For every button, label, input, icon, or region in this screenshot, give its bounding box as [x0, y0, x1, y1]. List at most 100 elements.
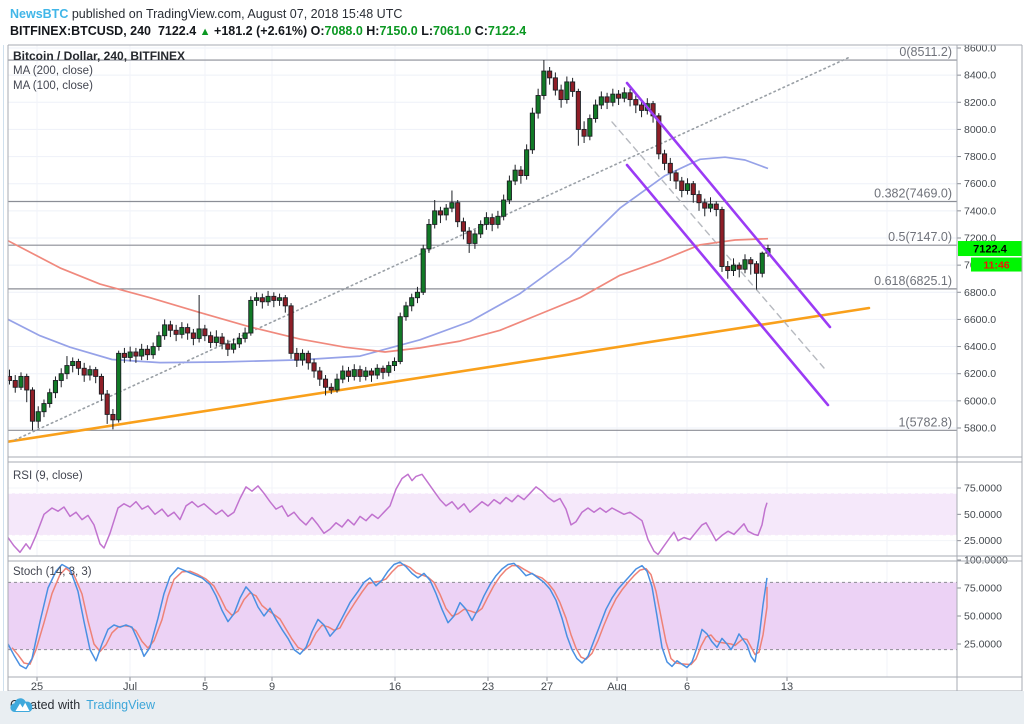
candle-down	[288, 305, 294, 354]
rsi-panel	[8, 462, 957, 556]
last-price-badge-text: 7122.4	[973, 244, 1008, 256]
stoch-band	[8, 582, 957, 650]
candle-up	[524, 149, 530, 177]
candle-up	[414, 291, 421, 299]
candle-up	[443, 207, 449, 216]
candle-down	[736, 264, 742, 270]
chart-legend: Bitcoin / Dollar, 240, BITFINEX MA (200,…	[13, 49, 185, 94]
candle-down	[8, 375, 13, 381]
candle-up	[730, 264, 737, 272]
candle-down	[679, 180, 685, 191]
candle-up	[139, 348, 145, 357]
candle-up	[213, 336, 219, 343]
fib-level-label: 1(5782.8)	[898, 415, 952, 429]
candle-down	[460, 221, 466, 232]
candle-down	[12, 380, 18, 388]
tradingview-link[interactable]: TradingView	[86, 698, 155, 712]
candle-down	[547, 70, 553, 79]
price-axis-label: 6800.0	[964, 287, 996, 299]
price-axis-label: 7600.0	[964, 178, 996, 190]
close-label: C:	[474, 24, 488, 38]
candle-up	[449, 202, 455, 209]
candle-down	[725, 266, 731, 272]
last-price-badge	[958, 241, 1022, 257]
price-axis-surface[interactable]	[957, 45, 1022, 691]
candle-up	[236, 337, 242, 345]
candle-up	[386, 365, 392, 373]
candle-down	[133, 351, 139, 357]
ascending-support-trendline	[8, 306, 871, 443]
stoch-pane-label: Stoch (14, 3, 3)	[13, 566, 92, 578]
candle-up	[397, 316, 403, 362]
candle-down	[661, 153, 668, 164]
price-axis-label: 7400.0	[964, 205, 996, 217]
candle-up	[156, 335, 162, 348]
candle-up	[231, 343, 237, 350]
candle-down	[93, 369, 99, 377]
candle-up	[179, 327, 185, 335]
main-chart-panel	[8, 45, 957, 457]
fib-level-label: 0(8511.2)	[899, 45, 952, 59]
main-chart-surface[interactable]	[8, 45, 1022, 457]
candle-down	[259, 297, 265, 303]
candlestick-series	[8, 60, 771, 431]
candle-down	[29, 389, 36, 422]
candle-up	[340, 370, 346, 380]
candle-up	[564, 81, 570, 101]
candle-up	[420, 248, 426, 293]
candle-up	[495, 215, 501, 225]
candle-down	[673, 172, 679, 182]
ma200-legend: MA (200, close)	[13, 65, 93, 77]
candle-down	[357, 369, 363, 377]
up-arrow-icon: ▲	[199, 26, 211, 38]
time-axis-surface[interactable]	[8, 677, 957, 691]
rsi-axis-label: 75.0000	[964, 483, 1002, 495]
candle-up	[478, 223, 484, 235]
candle-up	[432, 210, 438, 225]
candle-up	[409, 297, 415, 307]
candle-up	[403, 305, 409, 318]
candle-down	[604, 96, 610, 103]
stoch-axis-label: 75.0000	[964, 583, 1002, 595]
candle-down	[75, 361, 82, 369]
time-axis-label: Jul	[123, 681, 137, 693]
footer-band	[0, 691, 1024, 724]
candle-up	[684, 183, 691, 191]
candle-up	[41, 403, 47, 413]
candle-up	[196, 328, 202, 339]
ticker-line: BITFINEX:BTCUSD, 240 7122.4 ▲ +181.2 (+2…	[10, 24, 526, 38]
candle-up	[501, 199, 507, 217]
candle-down	[225, 343, 231, 350]
candle-down	[575, 90, 581, 130]
candle-up	[742, 259, 748, 270]
descending-dashed-midline	[611, 121, 825, 369]
time-axis-label: 27	[541, 681, 553, 693]
rsi-axis-label: 50.0000	[964, 509, 1002, 521]
stoch-panel	[8, 561, 957, 677]
candle-up	[512, 169, 518, 182]
candle-up	[64, 365, 70, 375]
newsbtc-brand: NewsBTC	[10, 7, 69, 21]
candle-down	[753, 263, 760, 274]
time-axis-label: 25	[31, 681, 43, 693]
price-axis-label: 6200.0	[964, 368, 996, 380]
candle-down	[581, 128, 587, 137]
candle-up	[334, 378, 340, 391]
open-label: O:	[310, 24, 325, 38]
candle-down	[294, 352, 300, 361]
candle-down	[167, 324, 173, 331]
candle-up	[621, 92, 627, 99]
candle-down	[639, 104, 645, 111]
candle-down	[633, 99, 639, 106]
ma100-legend: MA (100, close)	[13, 80, 93, 92]
candle-up	[18, 375, 24, 388]
descending-channel-lower	[625, 163, 830, 407]
candle-up	[598, 96, 604, 106]
bar-countdown-text: 11:46	[983, 260, 1009, 272]
time-axis-label: Aug	[607, 681, 627, 693]
candle-down	[219, 336, 225, 345]
candle-down	[121, 352, 127, 358]
candle-up	[541, 70, 547, 96]
candle-up	[483, 217, 489, 225]
